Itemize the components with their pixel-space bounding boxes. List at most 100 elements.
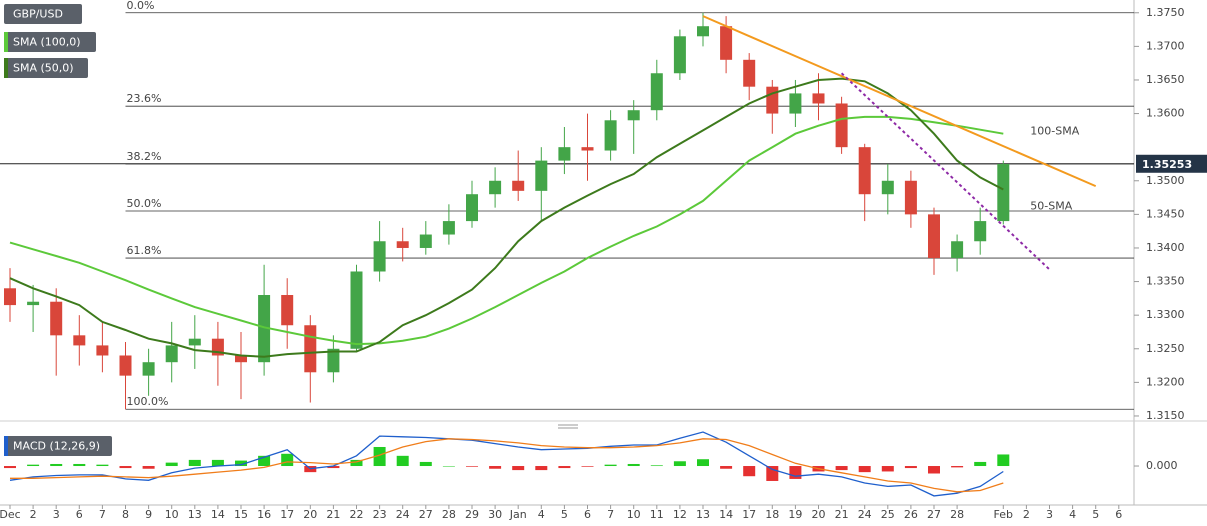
- macd-histogram-bar: [558, 466, 571, 469]
- legend-box[interactable]: [4, 4, 82, 24]
- x-tick-label: 24: [396, 508, 410, 521]
- x-tick-label: 6: [584, 508, 591, 521]
- y-tick-label: 1.3450: [1146, 207, 1185, 220]
- candle-body: [697, 26, 709, 37]
- macd-histogram-bar: [650, 465, 663, 467]
- candle-body: [558, 147, 571, 161]
- sma-label: 50-SMA: [1030, 200, 1072, 213]
- candle-body: [73, 335, 86, 346]
- macd-histogram-bar: [50, 463, 63, 467]
- candle-body: [720, 26, 733, 60]
- candle-body: [928, 214, 940, 259]
- y-tick-label: 0.000: [1146, 459, 1178, 472]
- macd-histogram-bar: [928, 466, 940, 474]
- macd-histogram-bar: [4, 466, 16, 469]
- candle-body: [581, 147, 594, 151]
- legend-box[interactable]: [4, 436, 112, 456]
- legend-box[interactable]: [4, 58, 88, 78]
- candle-body: [96, 345, 109, 356]
- candle-body: [881, 180, 894, 195]
- x-tick-label: 26: [904, 508, 918, 521]
- y-tick-label: 1.3750: [1146, 6, 1185, 19]
- legend-box[interactable]: [4, 32, 96, 52]
- last-price-label: 1.35253: [1142, 158, 1192, 171]
- candle-body: [512, 180, 525, 191]
- macd-histogram-bar: [673, 461, 686, 467]
- x-tick-label: 28: [442, 508, 456, 521]
- last-price-box: [1136, 154, 1207, 173]
- candle-body: [535, 160, 548, 191]
- x-tick-label: 20: [303, 508, 317, 521]
- x-tick-label: Dec: [0, 508, 21, 521]
- x-tick-label: 7: [607, 508, 614, 521]
- x-tick-label: 6: [76, 508, 83, 521]
- price-panel: [0, 0, 1134, 420]
- x-tick-label: 17: [742, 508, 756, 521]
- candle-body: [650, 73, 663, 111]
- x-tick-label: 28: [950, 508, 964, 521]
- x-tick-label: 18: [765, 508, 779, 521]
- macd-histogram-bar: [281, 453, 294, 467]
- candle-body: [188, 338, 201, 346]
- fib-label: 0.0%: [127, 0, 155, 12]
- y-tick-label: 1.3600: [1146, 107, 1185, 120]
- x-tick-label: 6: [1115, 508, 1122, 521]
- macd-histogram-bar: [489, 466, 502, 469]
- x-tick-label: 21: [835, 508, 849, 521]
- x-tick-label: 21: [326, 508, 340, 521]
- candle-body: [119, 355, 132, 376]
- candle-body: [858, 147, 871, 195]
- candle-body: [373, 241, 386, 272]
- y-tick-label: 1.3400: [1146, 241, 1185, 254]
- macd-histogram-bar: [73, 463, 86, 467]
- fib-label: 100.0%: [127, 395, 169, 408]
- candle-body: [974, 221, 987, 242]
- x-tick-label: 15: [234, 508, 248, 521]
- x-tick-label: 20: [812, 508, 826, 521]
- sma-label: 100-SMA: [1030, 125, 1079, 138]
- macd-histogram-bar: [27, 464, 40, 467]
- legend-text: GBP/USD: [13, 8, 63, 21]
- legend-swatch: [4, 32, 8, 52]
- x-tick-label: 12: [673, 508, 687, 521]
- x-tick-label: 2: [30, 508, 37, 521]
- fib-label: 61.8%: [127, 244, 162, 257]
- candle-body: [50, 301, 63, 336]
- candle-body: [766, 86, 779, 114]
- macd-histogram-bar: [258, 455, 271, 467]
- macd-histogram-bar: [766, 466, 779, 481]
- x-tick-label: 25: [881, 508, 895, 521]
- x-tick-label: 5: [1092, 508, 1099, 521]
- x-tick-label: 27: [927, 508, 941, 521]
- x-tick-label: 27: [419, 508, 433, 521]
- macd-histogram-bar: [396, 455, 409, 467]
- macd-histogram-bar: [211, 459, 224, 467]
- y-tick-label: 1.3250: [1146, 342, 1185, 355]
- x-tick-label: 16: [257, 508, 271, 521]
- candle-body: [627, 110, 640, 121]
- candle-body: [904, 180, 917, 215]
- macd-histogram-bar: [604, 464, 617, 467]
- y-tick-label: 1.3350: [1146, 275, 1185, 288]
- macd-line: [9, 431, 1004, 497]
- candle-body: [812, 93, 825, 104]
- x-tick-label: 5: [561, 508, 568, 521]
- candle-body: [165, 345, 178, 363]
- macd-histogram-bar: [188, 459, 201, 467]
- y-tick-label: 1.3500: [1146, 174, 1185, 187]
- candle-body: [743, 59, 756, 87]
- candle-body: [281, 295, 294, 326]
- candle-body: [951, 241, 964, 259]
- candle-body: [789, 93, 802, 114]
- x-tick-label: 9: [145, 508, 152, 521]
- x-tick-label: 13: [188, 508, 202, 521]
- macd-histogram-bar: [627, 463, 640, 467]
- macd-histogram-bar: [881, 466, 894, 472]
- macd-histogram-bar: [142, 466, 155, 469]
- signal-line: [10, 438, 1004, 493]
- fib-label: 38.2%: [127, 150, 162, 163]
- candle-body: [142, 362, 155, 376]
- x-tick-label: 24: [858, 508, 872, 521]
